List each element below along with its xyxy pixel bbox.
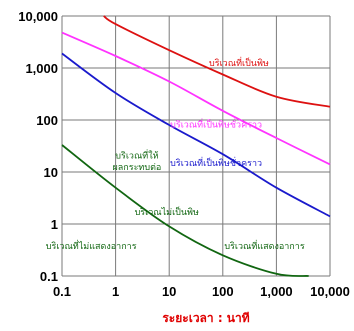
- x-tick-label: 10: [162, 284, 176, 299]
- series-line-2: [61, 31, 331, 166]
- x-tick-label: 1,000: [260, 284, 293, 299]
- series-layer: [61, 15, 331, 277]
- annotation-label: บริเวณที่แสดงอาการ: [224, 239, 304, 252]
- series-line-1: [103, 15, 331, 108]
- x-axis-label: ระยะเวลา : นาที: [162, 311, 249, 325]
- y-tick-label: 10,000: [18, 9, 58, 24]
- y-tick-label: 100: [36, 113, 58, 128]
- annotation-label: บริเวณที่เป็นพิษชั่วคราว: [170, 117, 262, 130]
- annotation-label: บริเวณที่ไม่แสดงอาการ: [46, 239, 137, 252]
- series-line-3: [61, 52, 331, 218]
- x-tick-label: 10,000: [310, 284, 350, 299]
- grid: [61, 15, 331, 277]
- y-tick-label: 10: [44, 165, 58, 180]
- x-tick-label: 100: [212, 284, 234, 299]
- x-tick-label: 0.1: [53, 284, 71, 299]
- annotation-label: บริเวณไม่เป็นพิษ: [135, 205, 199, 218]
- y-tick-label: 1,000: [25, 61, 58, 76]
- annotation-label: บริเวณที่เป็นพิษ: [209, 56, 269, 69]
- series-line-4: [61, 144, 309, 277]
- annotation-label: ผลกระทบต่อ: [113, 163, 162, 173]
- y-tick-label: 0.1: [40, 269, 58, 284]
- annotation-layer: บริเวณที่เป็นพิษบริเวณที่เป็นพิษชั่วคราว…: [46, 56, 305, 252]
- x-tick-label: 1: [112, 284, 119, 299]
- annotation-label: บริเวณที่เป็นพิษชั่วคราว: [170, 156, 262, 169]
- tick-labels: 0.1 1 10 100 1,000 10,000 0.1 1 10 100 1,000 10,000: [18, 9, 350, 299]
- annotation-label: บริเวณที่ให้: [115, 149, 158, 162]
- y-tick-label: 1: [51, 217, 58, 232]
